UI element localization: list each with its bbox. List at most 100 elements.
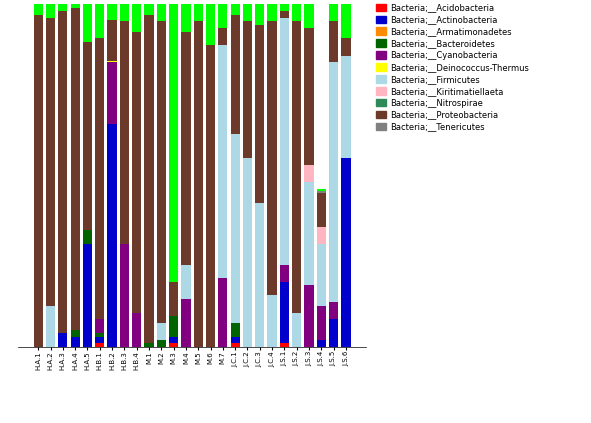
- Bar: [317, 306, 326, 340]
- Bar: [144, 343, 154, 347]
- Bar: [243, 159, 252, 347]
- Bar: [58, 4, 67, 11]
- Bar: [304, 182, 314, 285]
- Bar: [268, 22, 277, 296]
- Bar: [58, 11, 67, 333]
- Bar: [194, 4, 203, 22]
- Bar: [144, 14, 154, 343]
- Bar: [317, 244, 326, 306]
- Bar: [157, 4, 166, 22]
- Bar: [342, 56, 350, 159]
- Bar: [70, 330, 80, 337]
- Bar: [95, 333, 105, 337]
- Bar: [132, 32, 141, 313]
- Bar: [342, 159, 350, 347]
- Bar: [218, 45, 228, 278]
- Bar: [181, 32, 190, 265]
- Bar: [206, 4, 215, 45]
- Bar: [46, 306, 55, 347]
- Bar: [83, 231, 92, 244]
- Bar: [304, 28, 314, 165]
- Bar: [194, 22, 203, 347]
- Bar: [34, 4, 43, 14]
- Bar: [292, 313, 301, 347]
- Bar: [268, 296, 277, 347]
- Bar: [108, 19, 116, 61]
- Bar: [169, 282, 178, 316]
- Bar: [243, 22, 252, 159]
- Bar: [230, 135, 240, 323]
- Bar: [157, 22, 166, 323]
- Bar: [329, 302, 338, 319]
- Bar: [280, 4, 289, 11]
- Bar: [95, 4, 105, 38]
- Bar: [230, 343, 240, 347]
- Bar: [329, 319, 338, 347]
- Bar: [255, 4, 264, 25]
- Bar: [329, 4, 338, 22]
- Bar: [95, 38, 105, 319]
- Bar: [95, 337, 105, 343]
- Bar: [58, 333, 67, 347]
- Bar: [181, 4, 190, 32]
- Bar: [83, 42, 92, 231]
- Bar: [206, 45, 215, 347]
- Bar: [304, 4, 314, 28]
- Bar: [70, 8, 80, 330]
- Bar: [95, 319, 105, 333]
- Bar: [304, 165, 314, 182]
- Bar: [181, 299, 190, 347]
- Bar: [169, 4, 178, 282]
- Bar: [169, 343, 178, 347]
- Bar: [120, 4, 129, 22]
- Bar: [304, 285, 314, 347]
- Bar: [329, 63, 338, 302]
- Bar: [329, 22, 338, 63]
- Bar: [255, 203, 264, 347]
- Bar: [83, 244, 92, 347]
- Bar: [230, 4, 240, 14]
- Bar: [157, 323, 166, 340]
- Bar: [83, 4, 92, 42]
- Bar: [108, 61, 116, 63]
- Bar: [157, 340, 166, 347]
- Legend: Bacteria;__Acidobacteria, Bacteria;__Actinobacteria, Bacteria;__Armatimonadetes,: Bacteria;__Acidobacteria, Bacteria;__Act…: [374, 2, 531, 133]
- Bar: [218, 28, 228, 45]
- Bar: [342, 38, 350, 56]
- Bar: [317, 227, 326, 244]
- Bar: [46, 4, 55, 18]
- Bar: [280, 265, 289, 282]
- Bar: [108, 4, 116, 19]
- Bar: [255, 25, 264, 203]
- Bar: [230, 323, 240, 337]
- Bar: [120, 22, 129, 244]
- Bar: [280, 343, 289, 347]
- Bar: [70, 4, 80, 8]
- Bar: [230, 14, 240, 135]
- Bar: [243, 4, 252, 21]
- Bar: [120, 244, 129, 347]
- Bar: [132, 313, 141, 347]
- Bar: [280, 18, 289, 265]
- Bar: [292, 22, 301, 313]
- Bar: [268, 4, 277, 21]
- Bar: [132, 4, 141, 32]
- Bar: [70, 337, 80, 347]
- Bar: [181, 265, 190, 299]
- Bar: [342, 4, 350, 38]
- Bar: [108, 124, 116, 347]
- Bar: [46, 18, 55, 306]
- Bar: [144, 4, 154, 14]
- Bar: [218, 4, 228, 28]
- Bar: [230, 337, 240, 343]
- Bar: [280, 11, 289, 18]
- Bar: [317, 191, 326, 193]
- Bar: [317, 193, 326, 227]
- Bar: [292, 4, 301, 22]
- Bar: [218, 278, 228, 347]
- Bar: [280, 282, 289, 343]
- Bar: [34, 14, 43, 347]
- Bar: [317, 340, 326, 347]
- Bar: [169, 337, 178, 343]
- Bar: [169, 316, 178, 337]
